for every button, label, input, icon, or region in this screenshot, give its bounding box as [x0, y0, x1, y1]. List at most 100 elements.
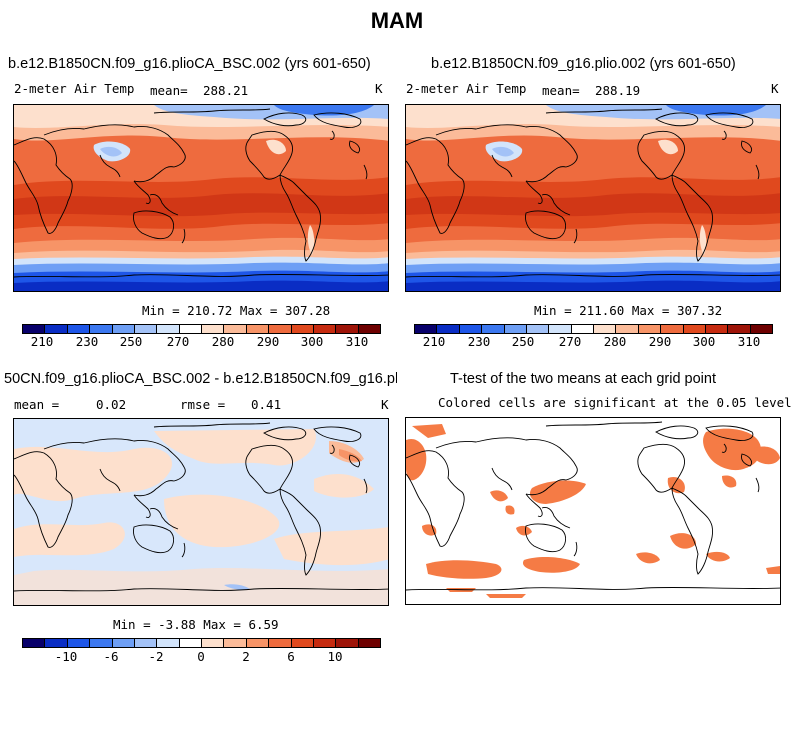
panel-2-mean-label: mean= — [542, 83, 580, 98]
colorbar-swatch — [313, 325, 337, 333]
colorbar-swatch — [336, 639, 359, 647]
colorbar-swatch — [112, 639, 135, 647]
panel-4-title: T-test of the two means at each grid poi… — [450, 371, 716, 387]
colorbar-swatch — [482, 325, 505, 333]
panel-1-colorbar-tick: 300 — [300, 334, 324, 349]
panel-4-map — [405, 417, 781, 605]
colorbar-swatch — [291, 325, 314, 333]
colorbar-swatch — [157, 325, 180, 333]
panel-3-colorbar-tick: 10 — [327, 649, 343, 664]
panel-1-colorbar — [22, 324, 381, 334]
colorbar-swatch — [90, 325, 113, 333]
colorbar-swatch — [269, 325, 292, 333]
panel-2-mean-value: 288.19 — [595, 83, 641, 98]
panel-2-variable: 2-meter Air Temp — [406, 81, 527, 96]
panel-1-colorbar-tick: 270 — [166, 334, 190, 349]
panel-3-colorbar-tick: 0 — [197, 649, 205, 664]
panel-3-rmse-label: rmse = — [180, 397, 226, 412]
panel-1-colorbar-tick: 250 — [119, 334, 143, 349]
colorbar-swatch — [157, 639, 180, 647]
colorbar-swatch — [415, 325, 438, 333]
colorbar-swatch — [437, 325, 460, 333]
panel-1-colorbar-tick: 290 — [256, 334, 280, 349]
colorbar-swatch — [112, 325, 135, 333]
panel-3-colorbar-tick: -2 — [148, 649, 164, 664]
colorbar-swatch — [179, 325, 202, 333]
panel-2-colorbar-tick: 210 — [422, 334, 446, 349]
colorbar-swatch — [705, 325, 729, 333]
colorbar-swatch — [638, 325, 662, 333]
colorbar-swatch — [246, 639, 270, 647]
panel-3-rmse-value: 0.41 — [251, 397, 282, 412]
figure-title: MAM — [370, 8, 424, 33]
colorbar-swatch — [202, 325, 225, 333]
panel-3-colorbar-tick: 2 — [242, 649, 250, 664]
panel-3-title-clip: 50CN.f09_g16.plioCA_BSC.002 - b.e12.B185… — [0, 369, 397, 389]
panel-2-map — [405, 104, 781, 292]
panel-3-title: 50CN.f09_g16.plioCA_BSC.002 - b.e12.B185… — [4, 371, 397, 387]
panel-2-colorbar-tick: 230 — [467, 334, 491, 349]
colorbar-swatch — [549, 325, 572, 333]
colorbar-swatch — [45, 325, 68, 333]
panel-1-mean-value: 288.21 — [203, 83, 249, 98]
colorbar-swatch — [90, 639, 113, 647]
panel-4-subtitle: Colored cells are significant at the 0.0… — [438, 395, 792, 410]
panel-1-title: b.e12.B1850CN.f09_g16.plioCA_BSC.002 (yr… — [8, 56, 371, 72]
panel-1-colorbar-tick: 310 — [345, 334, 369, 349]
panel-2-units: K — [771, 81, 779, 96]
panel-2-colorbar-tick: 280 — [603, 334, 627, 349]
colorbar-swatch — [224, 639, 247, 647]
colorbar-swatch — [45, 639, 68, 647]
panel-1-colorbar-tick: 210 — [30, 334, 54, 349]
panel-2-colorbar-tick: 290 — [648, 334, 672, 349]
panel-2-title: b.e12.B1850CN.f09_g16.plio.002 (yrs 601-… — [431, 56, 736, 72]
panel-3-colorbar-tick: 6 — [287, 649, 295, 664]
panel-3-colorbar-tick: -10 — [54, 649, 78, 664]
colorbar-swatch — [202, 639, 225, 647]
colorbar-swatch — [134, 325, 158, 333]
colorbar-swatch — [246, 325, 270, 333]
panel-1-colorbar-tick: 230 — [75, 334, 99, 349]
colorbar-swatch — [313, 639, 337, 647]
colorbar-swatch — [179, 639, 202, 647]
panel-2-colorbar — [414, 324, 773, 334]
panel-1-units: K — [375, 81, 383, 96]
colorbar-swatch — [23, 639, 46, 647]
panel-2-colorbar-tick: 270 — [558, 334, 582, 349]
panel-1-variable: 2-meter Air Temp — [14, 81, 135, 96]
colorbar-swatch — [358, 639, 380, 647]
colorbar-swatch — [728, 325, 751, 333]
colorbar-swatch — [269, 639, 292, 647]
colorbar-swatch — [616, 325, 639, 333]
colorbar-swatch — [67, 325, 91, 333]
colorbar-swatch — [336, 325, 359, 333]
colorbar-swatch — [504, 325, 527, 333]
panel-3-mean-label: mean = — [14, 397, 60, 412]
colorbar-swatch — [571, 325, 594, 333]
colorbar-swatch — [291, 639, 314, 647]
panel-1-minmax: Min = 210.72 Max = 307.28 — [142, 303, 331, 318]
panel-1-mean-label: mean= — [150, 83, 188, 98]
colorbar-swatch — [67, 639, 91, 647]
colorbar-swatch — [683, 325, 706, 333]
panel-2-colorbar-tick: 310 — [737, 334, 761, 349]
panel-3-colorbar — [22, 638, 381, 648]
colorbar-swatch — [224, 325, 247, 333]
panel-2-colorbar-tick: 300 — [692, 334, 716, 349]
panel-2-minmax: Min = 211.60 Max = 307.32 — [534, 303, 723, 318]
panel-3-units: K — [381, 397, 389, 412]
panel-3-map — [13, 418, 389, 606]
colorbar-swatch — [594, 325, 617, 333]
colorbar-swatch — [134, 639, 158, 647]
colorbar-swatch — [459, 325, 483, 333]
panel-3-colorbar-tick: -6 — [103, 649, 119, 664]
panel-1-colorbar-tick: 280 — [211, 334, 235, 349]
panel-2-colorbar-tick: 250 — [511, 334, 535, 349]
colorbar-swatch — [661, 325, 684, 333]
panel-3-minmax: Min = -3.88 Max = 6.59 — [113, 617, 279, 632]
colorbar-swatch — [750, 325, 772, 333]
colorbar-swatch — [358, 325, 380, 333]
panel-1-map — [13, 104, 389, 292]
colorbar-swatch — [23, 325, 46, 333]
panel-3-mean-value: 0.02 — [96, 397, 127, 412]
